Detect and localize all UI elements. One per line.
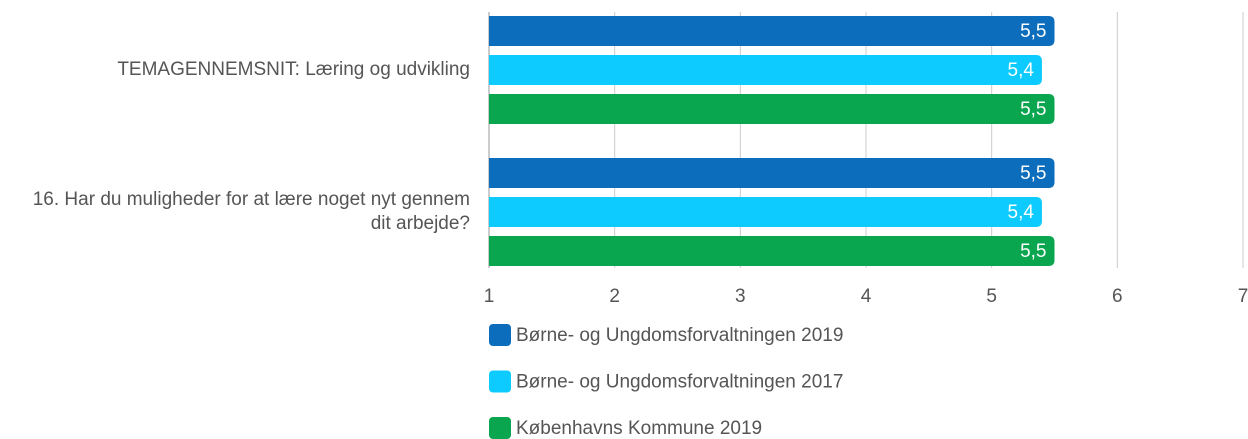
legend-swatch [489, 417, 511, 439]
x-tick-label: 6 [1112, 286, 1123, 307]
y-tick-label: 16. Har du muligheder for at lære noget … [32, 189, 470, 234]
x-tick-label: 2 [609, 286, 620, 307]
bar [489, 55, 1042, 85]
data-label: 5,4 [1008, 202, 1035, 223]
legend-swatch [489, 370, 511, 393]
x-tick-label: 1 [484, 286, 495, 307]
legend-label: Københavns Kommune 2019 [516, 418, 762, 439]
data-label: 5,5 [1020, 99, 1046, 120]
bar [489, 16, 1055, 46]
x-tick-label: 3 [735, 286, 746, 307]
data-label: 5,4 [1008, 60, 1035, 81]
bar [489, 94, 1055, 124]
data-label: 5,5 [1020, 241, 1046, 262]
data-label: 5,5 [1020, 163, 1046, 184]
legend-swatch [489, 324, 511, 346]
x-tick-label: 4 [861, 286, 872, 307]
legend-label: Børne- og Ungdomsforvaltningen 2017 [516, 372, 843, 393]
bar [489, 197, 1042, 227]
x-tick-label: 5 [986, 286, 997, 307]
bar [489, 236, 1055, 266]
legend-label: Børne- og Ungdomsforvaltningen 2019 [516, 325, 843, 346]
data-label: 5,5 [1020, 21, 1046, 42]
y-tick-label: TEMAGENNEMSNIT: Læring og udvikling [117, 59, 470, 80]
bar [489, 158, 1055, 188]
x-tick-label: 7 [1238, 286, 1248, 307]
